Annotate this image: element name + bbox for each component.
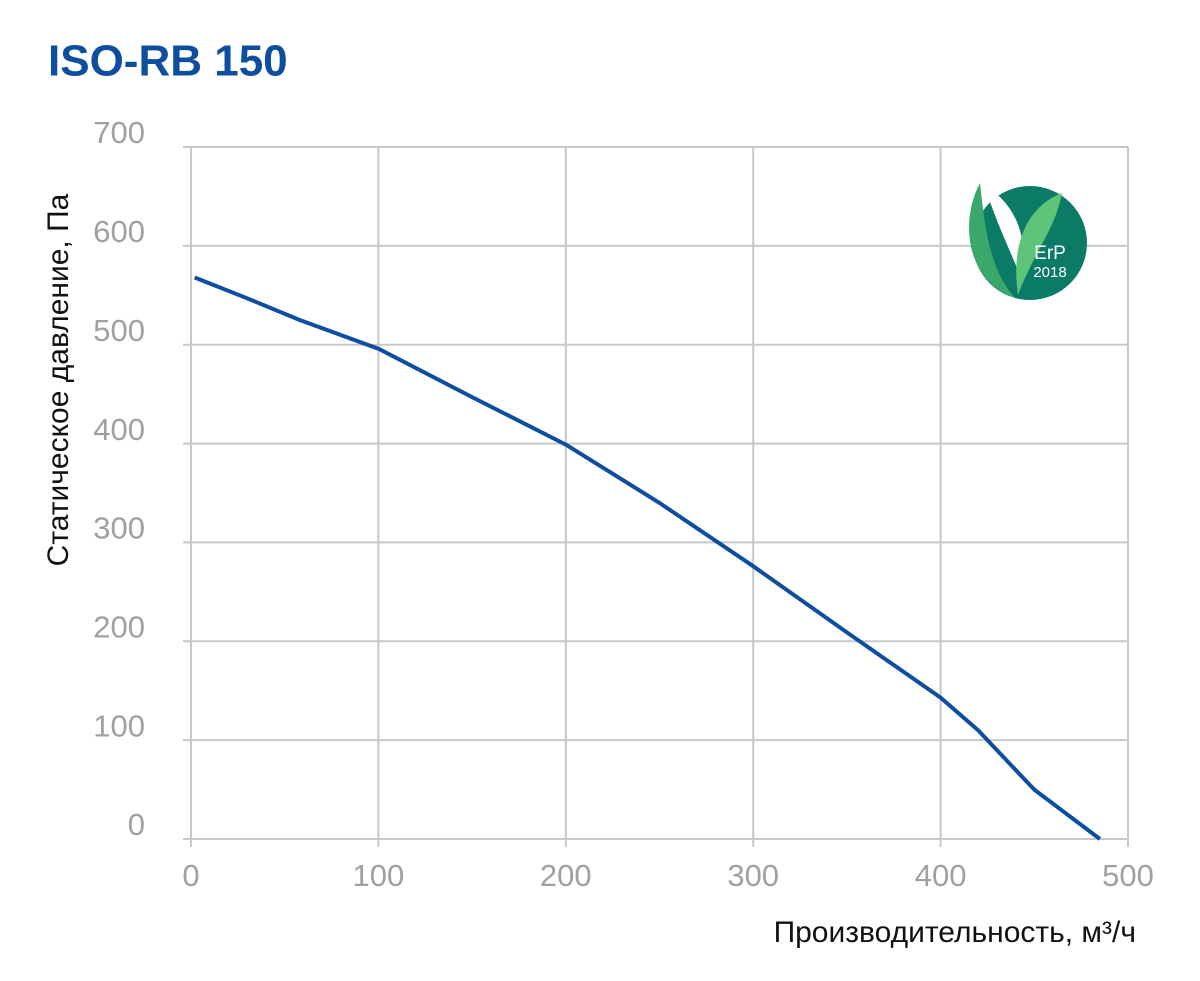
x-tick-label: 0 bbox=[182, 858, 199, 893]
chart-title: ISO-RB 150 bbox=[48, 37, 288, 86]
leaf-right bbox=[1016, 193, 1062, 295]
y-tick-label: 700 bbox=[93, 115, 145, 150]
x-tick-label: 200 bbox=[540, 858, 592, 893]
y-tick-label: 300 bbox=[93, 511, 145, 546]
y-axis-label: Статическое давление, Па bbox=[42, 193, 75, 566]
y-tick-label: 500 bbox=[93, 313, 145, 348]
leaf-gap bbox=[985, 186, 1024, 280]
y-tick-label: 0 bbox=[128, 807, 145, 842]
x-tick-label: 400 bbox=[915, 858, 967, 893]
y-tick-label: 600 bbox=[93, 214, 145, 249]
x-tick-label: 100 bbox=[353, 858, 405, 893]
plot-area: 0 100 200 300 400 500 600 700 0 100 200 300 400 500 bbox=[93, 115, 1154, 893]
badge-year: 2018 bbox=[1033, 264, 1066, 281]
curve bbox=[193, 275, 1102, 841]
y-tick-label: 100 bbox=[93, 708, 145, 743]
y-tick-label: 200 bbox=[93, 609, 145, 644]
badge-label: ErP bbox=[1034, 243, 1066, 264]
erp-badge: ErP 2018 bbox=[969, 183, 1087, 300]
y-tick-label: 400 bbox=[93, 412, 145, 447]
x-tick-label: 300 bbox=[727, 858, 779, 893]
x-tick-label: 500 bbox=[1102, 858, 1154, 893]
leaf-left bbox=[969, 183, 1015, 298]
x-axis-label: Производительность, м³/ч bbox=[774, 916, 1136, 949]
